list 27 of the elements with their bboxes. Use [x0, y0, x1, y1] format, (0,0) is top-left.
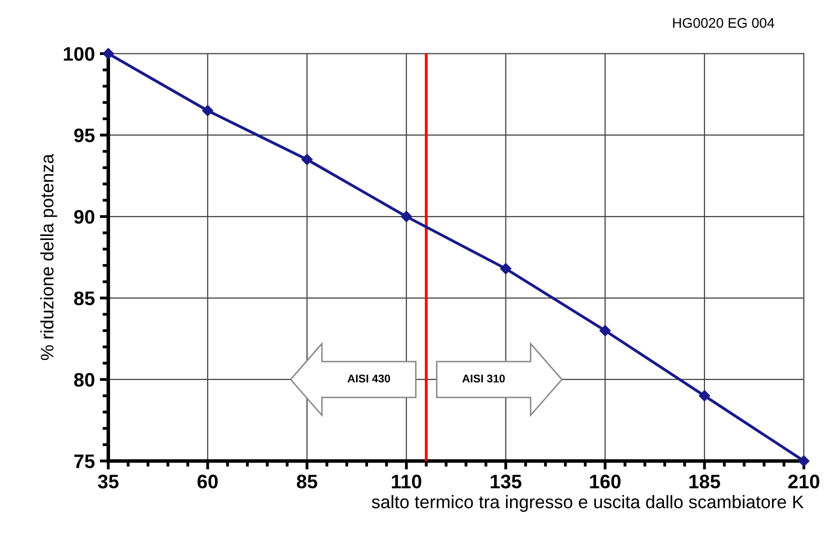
point: [301, 154, 313, 166]
x-tick-label: 60: [198, 474, 218, 488]
point: [102, 48, 114, 60]
point: [600, 325, 611, 336]
point: [400, 210, 412, 222]
annotation: AISI 310: [462, 374, 505, 382]
point: [698, 390, 710, 402]
y-tick-label: 80: [74, 372, 94, 387]
x-tick-label: 185: [689, 474, 720, 488]
x-tick-label: 85: [296, 474, 318, 488]
x-tick-label: 110: [392, 474, 422, 488]
x-tick-label: 210: [788, 474, 820, 488]
x-tick-label: 35: [98, 474, 119, 488]
y-tick-label: 75: [74, 454, 95, 468]
x-axis-title: salto termico tra ingresso e uscita dallo scambiatore K: [372, 495, 804, 512]
point: [798, 455, 810, 467]
text: HG0020 EG 004: [673, 18, 774, 28]
point: [202, 105, 214, 116]
y-tick-label: 100: [64, 47, 94, 61]
y-tick-label: 95: [74, 128, 95, 142]
y-tick-label: 85: [74, 291, 95, 306]
point: [500, 263, 512, 274]
x-tick-label: 135: [490, 474, 522, 488]
y-tick-label: 90: [74, 210, 94, 224]
y-axis-title: % riduzione della potenza: [40, 154, 58, 360]
x-tick-label: 160: [590, 474, 621, 488]
annotation: AISI 430: [348, 374, 390, 382]
